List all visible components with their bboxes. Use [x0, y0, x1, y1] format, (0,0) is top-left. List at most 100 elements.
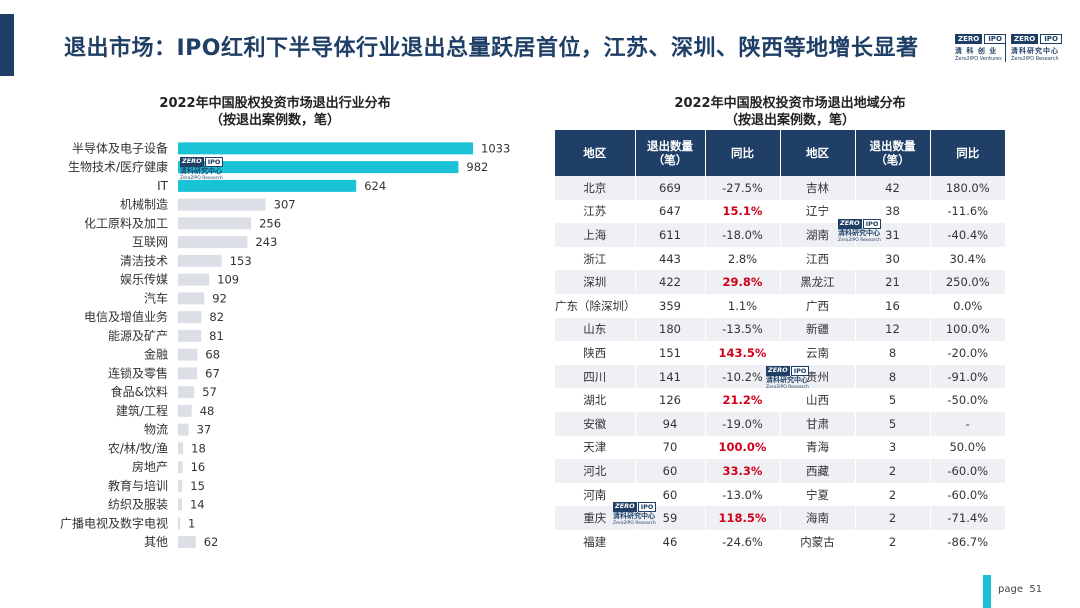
column-header: 地区 [555, 130, 636, 176]
slide-title: 退出市场：IPO红利下半导体行业退出总量跃居首位，江苏、深圳、陕西等地增长显著 [64, 36, 919, 61]
table-cell: 100.0% [705, 435, 781, 460]
table-cell: 94 [635, 411, 706, 436]
category-label: 建筑/工程 [116, 403, 168, 418]
table-cell: 2 [855, 506, 931, 530]
table-cell: 宁夏 [780, 482, 856, 507]
table-cell: 611 [635, 223, 706, 247]
watermark-logo: ZERO IPO 清科研究中心 Zero2IPO Research [180, 157, 224, 181]
data-label: 1033 [481, 141, 510, 155]
column-header: 同比 [705, 130, 781, 176]
data-label: 243 [255, 235, 277, 249]
table-cell: 江西 [780, 246, 856, 271]
table-cell: -24.6% [705, 529, 781, 554]
table-cell: 60 [635, 482, 706, 507]
category-label: 纺织及服装 [108, 498, 168, 512]
watermark-logo: ZERO IPO 清科研究中心 Zero2IPO Research [613, 502, 657, 526]
data-label: 81 [209, 329, 224, 343]
table-cell: 深圳 [555, 270, 636, 294]
table-cell: -18.0% [705, 223, 781, 247]
table-cell: 443 [635, 246, 706, 271]
table-cell: -10.2% [705, 364, 781, 389]
table-cell: 西藏 [780, 459, 856, 483]
table-cell: 50.0% [930, 435, 1005, 460]
data-label: 68 [205, 348, 220, 362]
table-cell: 2 [855, 459, 931, 483]
bar [178, 423, 189, 436]
data-label: 37 [197, 423, 212, 437]
page-number-accent [983, 575, 991, 608]
region-table-title: 2022年中国股权投资市场退出地域分布 （按退出案例数，笔） [674, 96, 906, 128]
table-cell: 2.8% [705, 246, 781, 271]
category-label: 互联网 [132, 235, 168, 249]
table-cell: 100.0% [930, 317, 1005, 342]
data-label: 82 [209, 310, 224, 324]
table-cell: 山东 [555, 317, 636, 342]
data-label: 15 [190, 479, 205, 493]
data-label: 62 [204, 535, 219, 549]
table-row: 上海 611 -18.0% 湖南 31 -40.4% [555, 223, 1005, 247]
table-cell: -13.0% [705, 482, 781, 507]
table-row: 浙江 443 2.8% 江西 30 30.4% [555, 246, 1005, 271]
table-cell: 浙江 [555, 246, 636, 271]
table-cell: -91.0% [930, 364, 1005, 389]
category-label: 物流 [144, 423, 168, 437]
bar [178, 404, 192, 417]
bar [178, 517, 180, 530]
table-cell: 甘肃 [780, 411, 856, 436]
table-cell: 12 [855, 317, 931, 342]
table-cell: 广西 [780, 293, 856, 318]
category-label: 半导体及电子设备 [72, 141, 168, 155]
category-label: 教育与培训 [108, 478, 168, 493]
category-label: 广播电视及数字电视 [60, 515, 168, 530]
table-cell: 湖北 [555, 388, 636, 412]
table-cell: 126 [635, 388, 706, 412]
table-row: 福建 46 -24.6% 内蒙古 2 -86.7% [555, 529, 1005, 554]
table-row: 河北 60 33.3% 西藏 2 -60.0% [555, 459, 1005, 483]
data-label: 256 [259, 216, 281, 230]
table-cell: 5 [855, 388, 931, 412]
table-cell: 29.8% [705, 270, 781, 294]
table-cell: 青海 [780, 435, 856, 460]
bar [178, 536, 196, 549]
table-cell: 70 [635, 435, 706, 460]
table-row: 天津 70 100.0% 青海 3 50.0% [555, 435, 1005, 460]
table-cell: 安徽 [555, 411, 636, 436]
table-cell: 河北 [555, 459, 636, 483]
logo-zero2ipo-ventures: ZERO IPO 清 科 创 业 Zero2IPO Ventures [955, 34, 1006, 64]
category-label: 生物技术/医疗健康 [68, 159, 168, 174]
table-cell: 江苏 [555, 199, 636, 224]
table-cell: 60 [635, 459, 706, 483]
table-cell: 辽宁 [780, 199, 856, 224]
bar [178, 461, 183, 474]
category-label: 金融 [144, 347, 168, 362]
category-label: 其他 [144, 535, 168, 549]
watermark-logo: ZERO IPO 清科研究中心 Zero2IPO Research [766, 366, 810, 390]
bar [178, 292, 205, 305]
table-cell: 180 [635, 317, 706, 342]
table-header-row: 地区 退出数量 （笔） 同比 地区 退出数量 （笔） 同比 [555, 130, 1005, 176]
table-cell: 陕西 [555, 341, 636, 365]
bar [178, 254, 222, 267]
table-row: 广东（除深圳） 359 1.1% 广西 16 0.0% [555, 293, 1005, 318]
table-cell: 黑龙江 [780, 270, 856, 294]
data-label: 624 [364, 179, 386, 193]
table-cell: -50.0% [930, 388, 1005, 412]
table-row: 深圳 422 29.8% 黑龙江 21 250.0% [555, 270, 1005, 294]
table-cell: 天津 [555, 435, 636, 460]
bar [178, 311, 202, 324]
category-label: 房地产 [132, 459, 168, 474]
category-label: 娱乐传媒 [120, 272, 168, 287]
table-cell: - [930, 411, 1005, 436]
table-cell: 647 [635, 199, 706, 224]
bar [178, 198, 266, 211]
table-cell: 内蒙古 [780, 529, 856, 554]
bar [178, 498, 182, 511]
table-cell: 2 [855, 529, 931, 554]
data-label: 1 [188, 516, 195, 530]
table-cell: 180.0% [930, 176, 1005, 200]
table-cell: 广东（除深圳） [555, 293, 636, 318]
table-cell: 16 [855, 293, 931, 318]
table-row: 陕西 151 143.5% 云南 8 -20.0% [555, 341, 1005, 365]
table-cell: 8 [855, 341, 931, 365]
data-label: 153 [230, 254, 252, 268]
